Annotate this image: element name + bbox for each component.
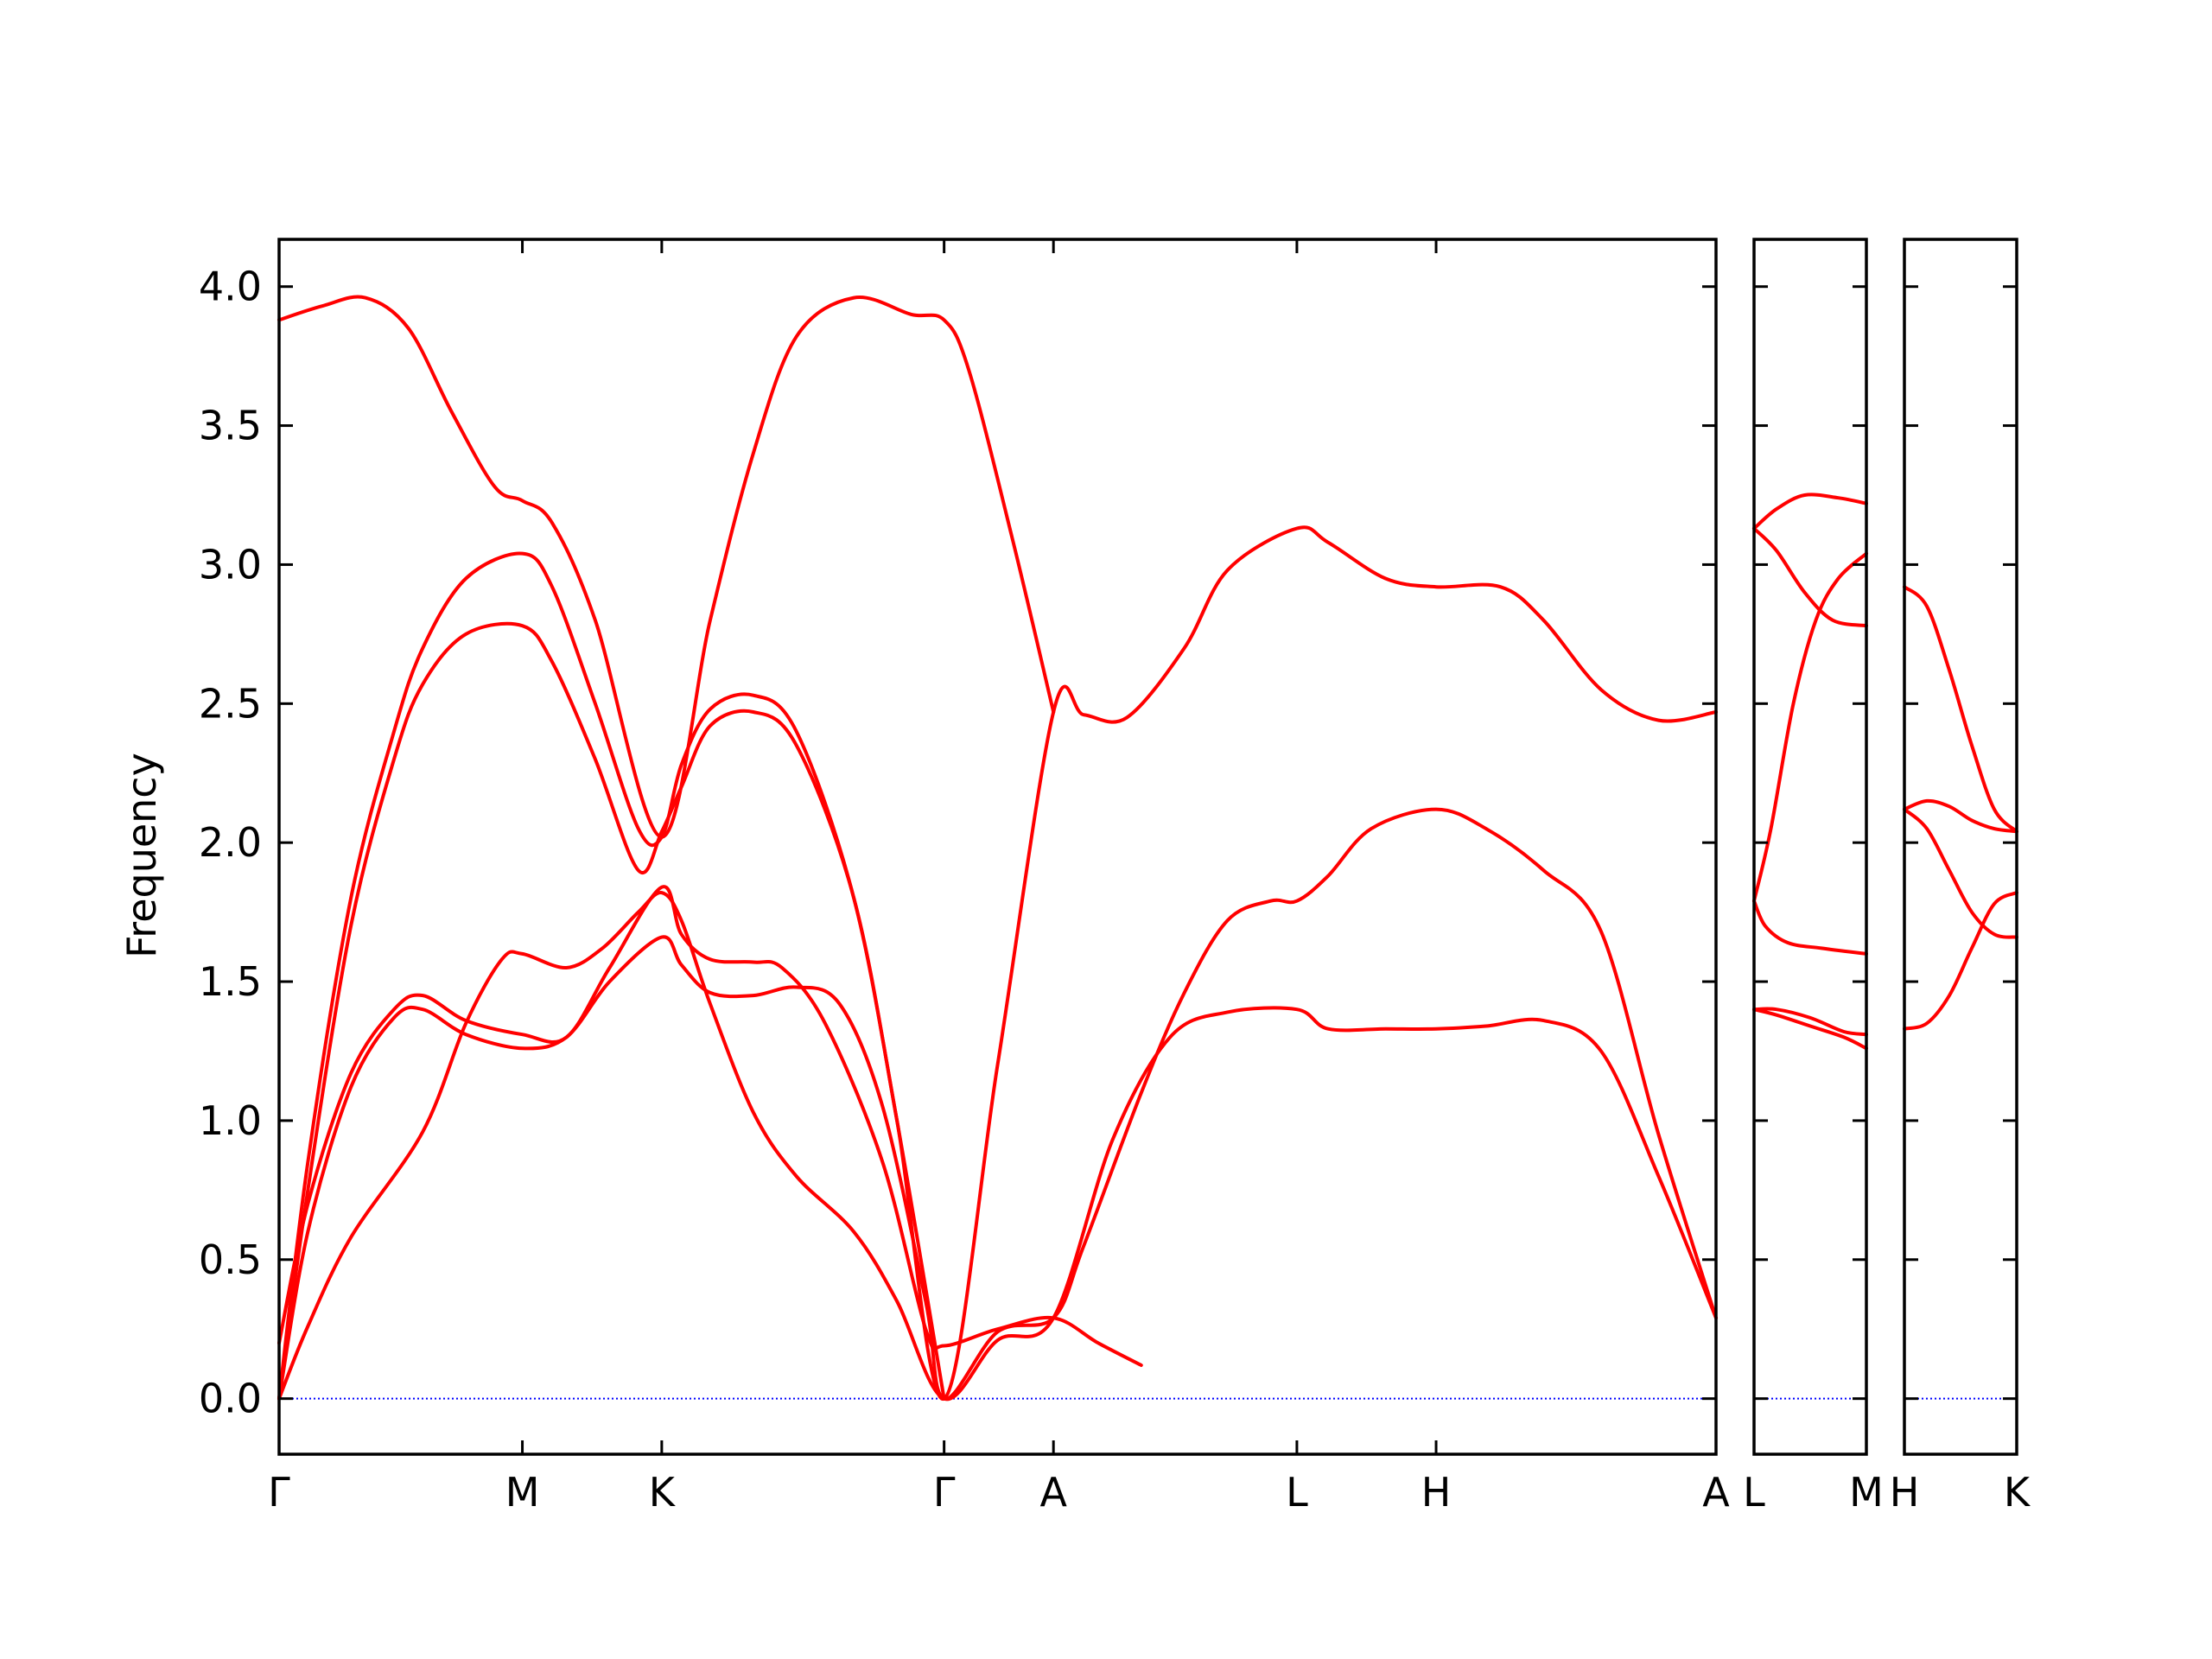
y-tick-label: 0.0 [199, 1376, 262, 1422]
plot-frame [277, 238, 1718, 1456]
x-tick-label: L [1743, 1469, 1765, 1516]
y-tick-label: 4.0 [199, 264, 262, 310]
y-axis-title: Frequency [118, 753, 165, 958]
band-line-4 [1752, 551, 1868, 903]
band-line-2 [277, 807, 1718, 1401]
band-line-1 [1903, 891, 2018, 1031]
x-tick-label: M [505, 1469, 540, 1516]
y-tick-label: 1.0 [199, 1097, 262, 1144]
band-line-5 [1752, 526, 1868, 628]
x-tick-label: M [1849, 1469, 1884, 1516]
band-line-1 [1752, 1007, 1868, 1051]
y-tick-label: 2.0 [199, 819, 262, 866]
band-line-2 [1903, 807, 2018, 939]
x-tick-label: H [1890, 1469, 1920, 1516]
y-tick-label: 3.0 [199, 541, 262, 588]
y-tick-label: 0.5 [199, 1236, 262, 1283]
plot-frame [1752, 238, 1868, 1456]
x-tick-label: L [1286, 1469, 1308, 1516]
panel-1: 0.0 0.5 1.0 1.5 2.0 2.5 3.0 3.5 4.0 Γ M K Γ A L H A [199, 238, 1730, 1516]
band-line-2 [1752, 1007, 1868, 1037]
x-tick-label: A [1702, 1469, 1730, 1516]
band-line-4 [1903, 585, 2018, 834]
x-tick-label: A [1039, 1469, 1067, 1516]
band-line-3 [277, 885, 1143, 1367]
x-tick-label: K [2004, 1469, 2031, 1516]
band-line-3 [1752, 899, 1868, 956]
y-tick-label: 3.5 [199, 403, 262, 449]
x-tick-label: Γ [268, 1469, 290, 1516]
y-tick-label: 1.5 [199, 958, 262, 1005]
band-line-5 [277, 551, 946, 1401]
x-tick-label: K [649, 1469, 677, 1516]
band-line-3 [1903, 798, 2018, 834]
plot-frame [1903, 238, 2018, 1456]
band-line-4 [277, 525, 1718, 1401]
x-tick-label: Γ [933, 1469, 956, 1516]
band-line-6 [1752, 493, 1868, 531]
band-line-6 [277, 295, 1056, 839]
x-tick-label: H [1421, 1469, 1452, 1516]
band-line-1 [277, 891, 1718, 1402]
y-tick-label: 2.5 [199, 680, 262, 727]
